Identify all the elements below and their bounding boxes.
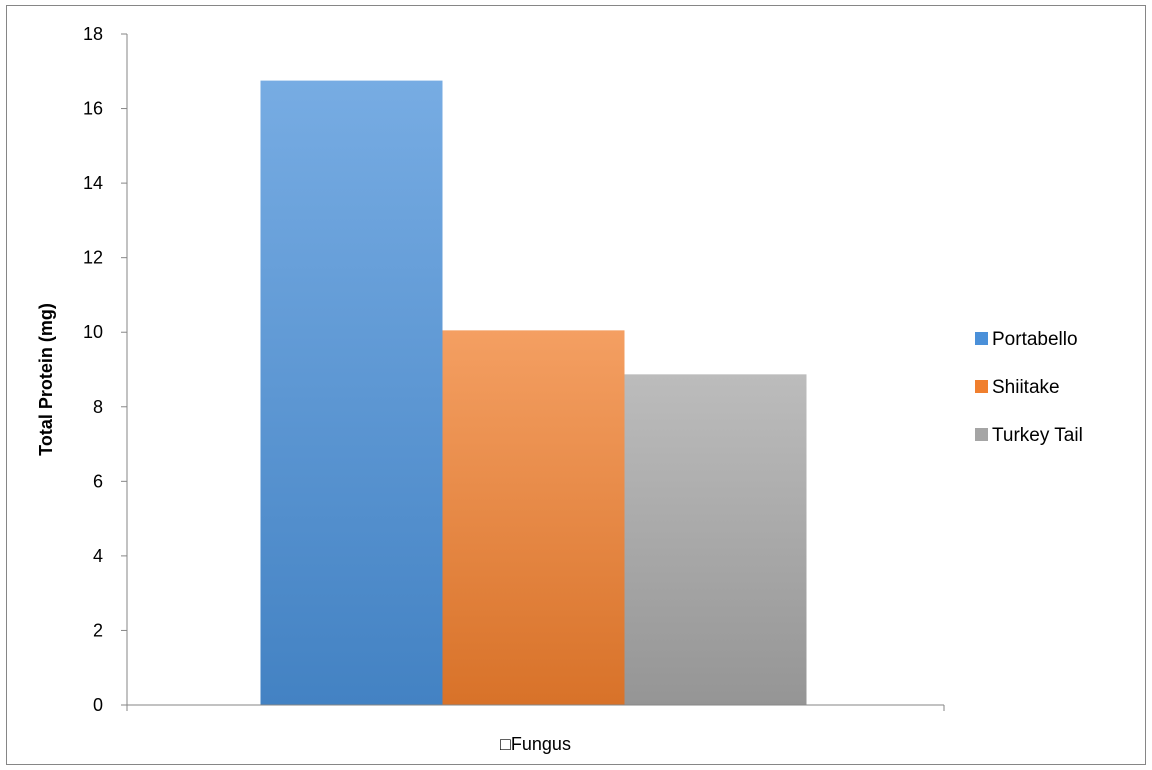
y-tick-label: 14 bbox=[83, 173, 103, 193]
y-tick-label: 0 bbox=[93, 695, 103, 715]
y-tick-label: 4 bbox=[93, 546, 103, 566]
y-tick-label: 16 bbox=[83, 99, 103, 119]
y-tick-label: 18 bbox=[83, 24, 103, 44]
y-axis-title: Total Protein (mg) bbox=[36, 303, 56, 456]
legend-label-shiitake: Shiitake bbox=[992, 377, 1060, 398]
bar-shiitake bbox=[442, 330, 625, 705]
y-tick-label: 6 bbox=[93, 471, 103, 491]
bar-turkey-tail bbox=[624, 374, 807, 705]
plot-area bbox=[260, 80, 807, 705]
y-tick-label: 2 bbox=[93, 620, 103, 640]
bar-chart: 0 2 4 6 8 10 12 14 16 18 □Fungus Total Protein (m… bbox=[36, 24, 1083, 754]
x-axis: □Fungus bbox=[126, 704, 945, 754]
bar-portabello bbox=[260, 80, 443, 705]
chart-area: 0 2 4 6 8 10 12 14 16 18 □Fungus Total Protein (m… bbox=[6, 5, 1146, 765]
y-tick-label: 10 bbox=[83, 322, 103, 342]
legend-swatch-portabello bbox=[975, 332, 988, 345]
y-axis: 0 2 4 6 8 10 12 14 16 18 bbox=[83, 24, 128, 715]
legend: Portabello Shiitake Turkey Tail bbox=[975, 329, 1083, 446]
legend-swatch-shiitake bbox=[975, 380, 988, 393]
legend-label-portabello: Portabello bbox=[992, 329, 1078, 350]
x-category-label: □Fungus bbox=[500, 734, 571, 754]
y-tick-label: 12 bbox=[83, 248, 103, 268]
y-tick-label: 8 bbox=[93, 397, 103, 417]
legend-swatch-turkey-tail bbox=[975, 428, 988, 441]
legend-label-turkey-tail: Turkey Tail bbox=[992, 425, 1083, 446]
